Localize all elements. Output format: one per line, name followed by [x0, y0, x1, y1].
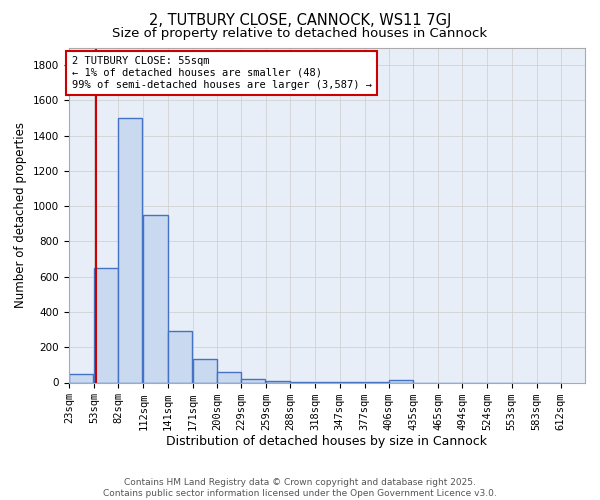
X-axis label: Distribution of detached houses by size in Cannock: Distribution of detached houses by size … — [167, 436, 487, 448]
Bar — [118, 118, 142, 382]
Bar — [193, 358, 217, 382]
Bar — [389, 380, 413, 382]
Bar — [266, 381, 290, 382]
Text: 2, TUTBURY CLOSE, CANNOCK, WS11 7GJ: 2, TUTBURY CLOSE, CANNOCK, WS11 7GJ — [149, 12, 451, 28]
Text: Size of property relative to detached houses in Cannock: Size of property relative to detached ho… — [112, 28, 488, 40]
Bar — [69, 374, 93, 382]
Bar — [217, 372, 241, 382]
Bar — [94, 268, 118, 382]
Bar — [143, 215, 167, 382]
Bar — [241, 379, 265, 382]
Y-axis label: Number of detached properties: Number of detached properties — [14, 122, 28, 308]
Bar — [167, 332, 192, 382]
Text: Contains HM Land Registry data © Crown copyright and database right 2025.
Contai: Contains HM Land Registry data © Crown c… — [103, 478, 497, 498]
Text: 2 TUTBURY CLOSE: 55sqm
← 1% of detached houses are smaller (48)
99% of semi-deta: 2 TUTBURY CLOSE: 55sqm ← 1% of detached … — [71, 56, 371, 90]
